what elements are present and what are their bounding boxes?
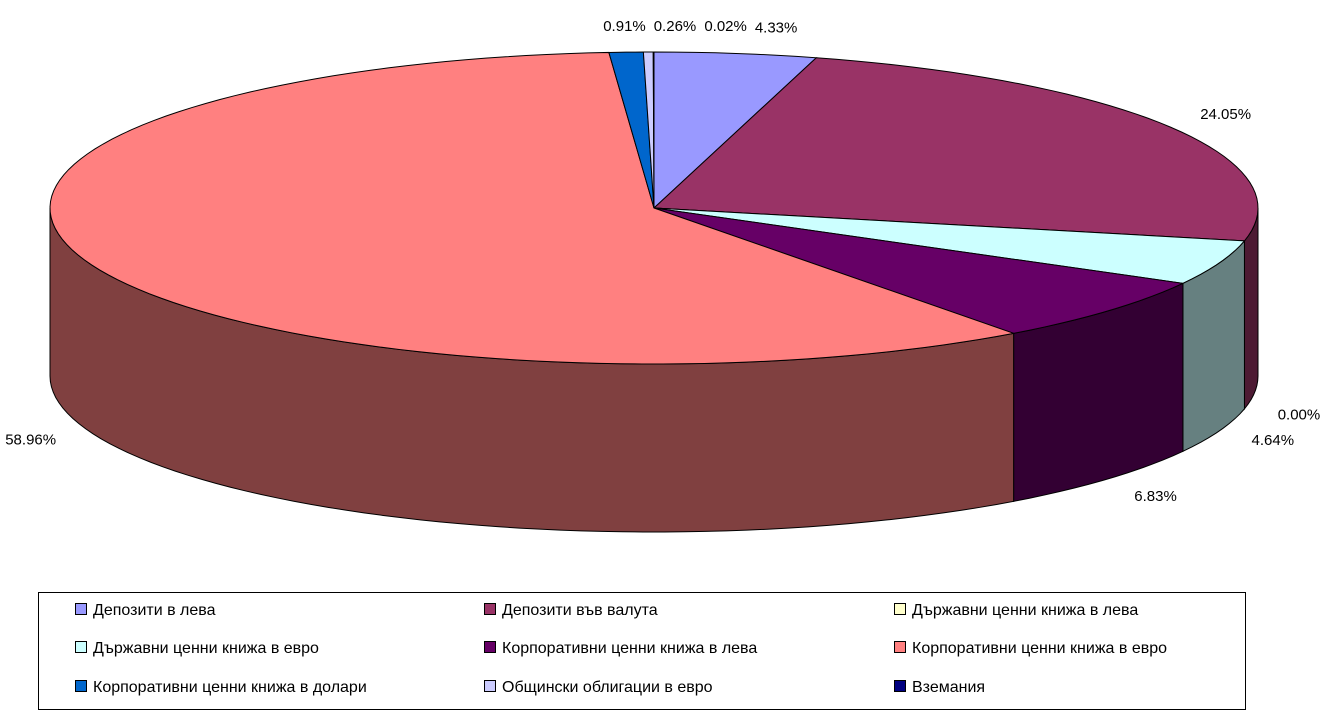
legend-item-6: Корпоративни ценни книжа в евро: [894, 640, 1167, 658]
pie-slice-5: [653, 207, 1185, 334]
legend-swatch-2: [484, 603, 496, 615]
legend-swatch-1: [75, 603, 87, 615]
legend-item-3: Държавни ценни книжа в лева: [894, 602, 1138, 620]
pie-top-faces: [49, 51, 1259, 365]
legend-label-9: Вземания: [912, 679, 986, 696]
legend-label-2: Депозити във валута: [502, 602, 658, 619]
data-label-2: 24.05%: [1200, 106, 1251, 123]
legend-label-3: Държавни ценни книжа в лева: [912, 602, 1139, 619]
legend-item-2: Депозити във валута: [484, 602, 658, 620]
legend-swatch-8: [484, 680, 496, 692]
data-label-6: 58.96%: [5, 432, 56, 449]
legend-item-4: Държавни ценни книжа в евро: [75, 640, 319, 658]
pie-slice-6: [49, 51, 1016, 365]
data-label-9: 0.02%: [704, 18, 747, 35]
data-label-5: 6.83%: [1134, 488, 1177, 505]
pie-slice-1: [653, 51, 818, 210]
legend-item-8: Общински облигации в евро: [484, 679, 713, 697]
legend-label-4: Държавни ценни книжа в евро: [93, 640, 319, 657]
pie-slice-9: [652, 51, 655, 209]
pie-slice-2: [652, 57, 1259, 242]
legend-swatch-7: [75, 680, 87, 692]
data-label-7: 0.91%: [603, 18, 646, 35]
chart-legend: Депозити в лева Депозити във валута Държав…: [38, 592, 1246, 710]
pie-data-labels: 4.33% 24.05% 0.00% 4.64% 6.83% 58.96% 0.91% 0.2…: [5, 18, 1320, 505]
pie-side-faces: [49, 207, 1259, 533]
legend-swatch-3: [894, 603, 906, 615]
legend-item-5: Корпоративни ценни книжа в лева: [484, 640, 757, 658]
legend-swatch-6: [894, 641, 906, 653]
legend-swatch-5: [484, 641, 496, 653]
data-label-8: 0.26%: [654, 18, 697, 35]
legend-item-7: Корпоративни ценни книжа в долари: [75, 679, 367, 697]
pie-slice-4: [653, 207, 1246, 284]
legend-label-1: Депозити в лева: [93, 602, 216, 619]
legend-label-7: Корпоративни ценни книжа в долари: [93, 679, 367, 696]
pie-chart: 4.33% 24.05% 0.00% 4.64% 6.83% 58.96% 0.91% 0.2…: [5, 18, 1320, 533]
data-label-3: 0.00%: [1278, 406, 1321, 423]
legend-swatch-9: [894, 680, 906, 692]
data-label-4: 4.64%: [1252, 432, 1295, 449]
legend-swatch-4: [75, 641, 87, 653]
legend-item-1: Депозити в лева: [75, 602, 216, 620]
legend-label-8: Общински облигации в евро: [502, 679, 713, 696]
data-label-1: 4.33%: [755, 20, 798, 37]
legend-label-5: Корпоративни ценни книжа в лева: [502, 640, 758, 657]
legend-label-6: Корпоративни ценни книжа в евро: [912, 640, 1168, 657]
legend-item-9: Вземания: [894, 679, 985, 697]
